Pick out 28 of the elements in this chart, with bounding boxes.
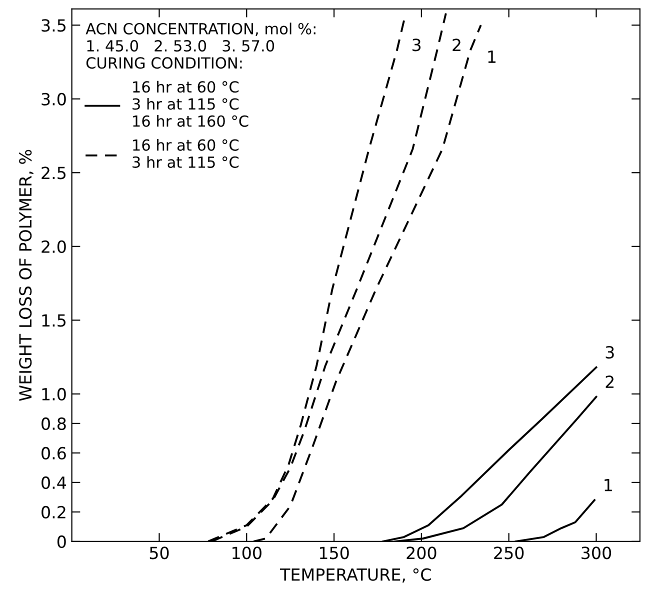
y-tick-label: 0.2 <box>42 506 66 519</box>
legend-label: 16 hr at 60 °C 3 hr at 115 °C 16 hr at 160 °C <box>132 80 248 127</box>
annotation: 1 <box>604 478 612 492</box>
x-axis-title: TEMPERATURE, °C <box>280 568 431 583</box>
y-tick-label: 3.5 <box>42 19 66 32</box>
y-tick-label: 0.4 <box>42 476 66 490</box>
y-tick-label: 0.6 <box>42 446 66 460</box>
x-tick-label: 100 <box>232 546 262 560</box>
y-tick-label: 2.5 <box>42 166 66 180</box>
legend-title: ACN CONCENTRATION, mol %: 1. 45.0 2. 53.0 3. 57.0 CURING CONDITION: <box>86 22 316 69</box>
x-tick-label: 250 <box>494 546 524 560</box>
y-tick-label: 2.0 <box>42 240 66 253</box>
x-tick-label: 150 <box>320 546 349 560</box>
y-tick-label: 0.8 <box>42 417 66 430</box>
y-axis-title: WEIGHT LOSS OF POLYMER, % <box>19 150 34 401</box>
legend-label: 16 hr at 60 °C 3 hr at 115 °C <box>132 139 239 168</box>
annotation: 1 <box>488 50 496 63</box>
annotation: 3 <box>412 38 421 52</box>
annotation: 2 <box>452 38 460 52</box>
x-tick-label: 50 <box>150 546 169 560</box>
x-tick-label: 300 <box>582 546 612 560</box>
y-tick-label: 1.0 <box>42 388 66 401</box>
annotation: 2 <box>606 375 614 388</box>
x-tick-label: 200 <box>406 546 436 560</box>
annotation: 3 <box>606 346 614 359</box>
y-tick-label: 3.0 <box>42 92 66 106</box>
y-tick-label: 1.5 <box>42 314 66 327</box>
y-tick-label: 0 <box>57 535 66 548</box>
